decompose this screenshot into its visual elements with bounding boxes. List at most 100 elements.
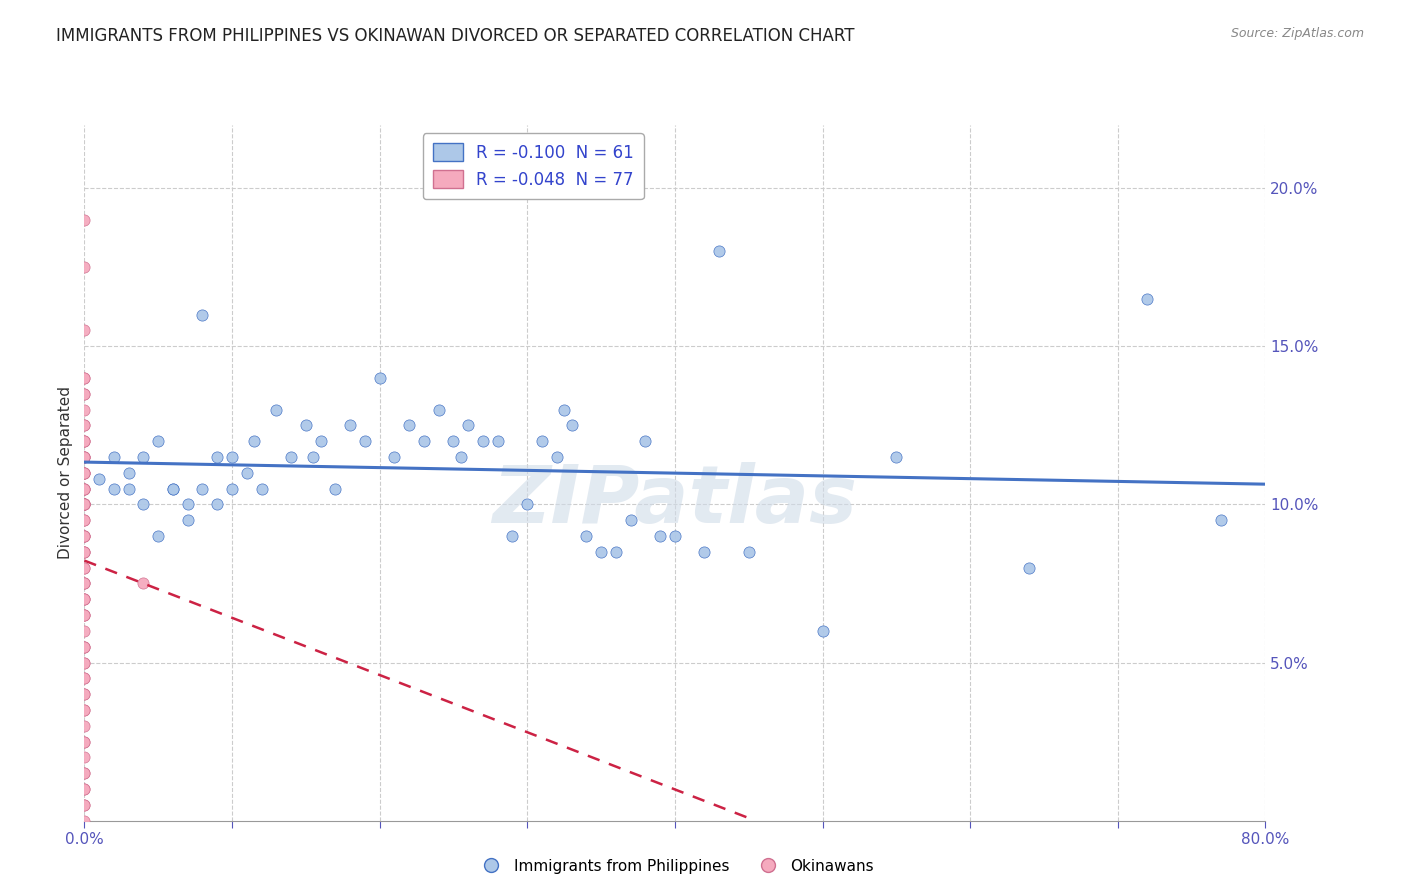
- Point: [73, 371, 96, 385]
- Point: [73, 497, 96, 511]
- Point: [73, 782, 96, 797]
- Point: [546, 450, 568, 464]
- Point: [73, 529, 96, 543]
- Point: [501, 529, 523, 543]
- Point: [162, 482, 184, 496]
- Point: [148, 529, 170, 543]
- Point: [73, 545, 96, 559]
- Point: [530, 434, 553, 449]
- Point: [177, 497, 200, 511]
- Point: [73, 560, 96, 574]
- Point: [73, 513, 96, 527]
- Text: Source: ZipAtlas.com: Source: ZipAtlas.com: [1230, 27, 1364, 40]
- Point: [619, 513, 641, 527]
- Point: [664, 529, 686, 543]
- Point: [302, 450, 325, 464]
- Point: [73, 450, 96, 464]
- Point: [398, 418, 420, 433]
- Point: [87, 472, 111, 486]
- Text: ZIPatlas: ZIPatlas: [492, 461, 858, 540]
- Point: [73, 529, 96, 543]
- Point: [243, 434, 266, 449]
- Point: [177, 513, 200, 527]
- Point: [73, 608, 96, 623]
- Point: [73, 640, 96, 654]
- Point: [634, 434, 657, 449]
- Text: IMMIGRANTS FROM PHILIPPINES VS OKINAWAN DIVORCED OR SEPARATED CORRELATION CHART: IMMIGRANTS FROM PHILIPPINES VS OKINAWAN …: [56, 27, 855, 45]
- Point: [441, 434, 464, 449]
- Point: [73, 386, 96, 401]
- Point: [368, 371, 391, 385]
- Point: [280, 450, 302, 464]
- Point: [1136, 292, 1159, 306]
- Point: [73, 734, 96, 748]
- Point: [575, 529, 598, 543]
- Point: [73, 402, 96, 417]
- Point: [132, 576, 155, 591]
- Point: [73, 545, 96, 559]
- Point: [709, 244, 731, 259]
- Point: [73, 466, 96, 480]
- Point: [73, 513, 96, 527]
- Point: [486, 434, 509, 449]
- Point: [73, 450, 96, 464]
- Point: [73, 687, 96, 701]
- Point: [73, 497, 96, 511]
- Point: [591, 545, 613, 559]
- Point: [73, 640, 96, 654]
- Point: [264, 402, 288, 417]
- Point: [339, 418, 361, 433]
- Point: [738, 545, 761, 559]
- Point: [73, 434, 96, 449]
- Point: [191, 482, 214, 496]
- Point: [73, 482, 96, 496]
- Point: [472, 434, 495, 449]
- Point: [811, 624, 834, 638]
- Point: [73, 529, 96, 543]
- Point: [73, 260, 96, 275]
- Point: [73, 576, 96, 591]
- Point: [73, 497, 96, 511]
- Point: [295, 418, 318, 433]
- Point: [73, 482, 96, 496]
- Point: [73, 766, 96, 780]
- Point: [235, 466, 259, 480]
- Point: [73, 719, 96, 733]
- Point: [73, 656, 96, 670]
- Point: [73, 576, 96, 591]
- Point: [73, 624, 96, 638]
- Point: [221, 450, 243, 464]
- Point: [73, 592, 96, 607]
- Point: [382, 450, 406, 464]
- Point: [73, 371, 96, 385]
- Point: [73, 466, 96, 480]
- Point: [73, 656, 96, 670]
- Legend: Immigrants from Philippines, Okinawans: Immigrants from Philippines, Okinawans: [470, 853, 880, 880]
- Point: [73, 576, 96, 591]
- Point: [73, 592, 96, 607]
- Point: [309, 434, 332, 449]
- Point: [73, 703, 96, 717]
- Point: [73, 797, 96, 812]
- Point: [73, 671, 96, 685]
- Point: [73, 323, 96, 337]
- Point: [148, 434, 170, 449]
- Point: [221, 482, 243, 496]
- Point: [457, 418, 479, 433]
- Point: [73, 418, 96, 433]
- Point: [73, 782, 96, 797]
- Point: [118, 466, 141, 480]
- Point: [191, 308, 214, 322]
- Point: [103, 450, 125, 464]
- Point: [132, 497, 155, 511]
- Point: [132, 450, 155, 464]
- Point: [73, 592, 96, 607]
- Point: [73, 766, 96, 780]
- Point: [73, 466, 96, 480]
- Point: [886, 450, 908, 464]
- Point: [605, 545, 627, 559]
- Point: [553, 402, 575, 417]
- Y-axis label: Divorced or Separated: Divorced or Separated: [58, 386, 73, 559]
- Point: [427, 402, 450, 417]
- Point: [73, 497, 96, 511]
